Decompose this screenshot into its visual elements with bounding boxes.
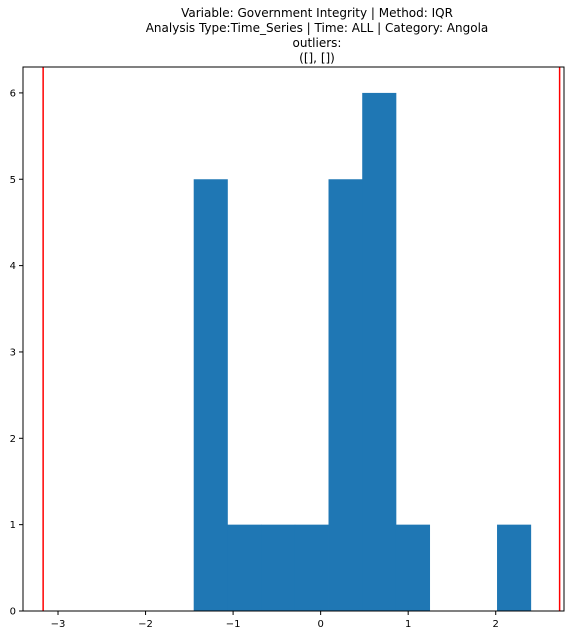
x-tick-label-1: −2 (138, 619, 153, 630)
y-tick-label-3: 3 (10, 347, 16, 358)
y-tick-label-1: 1 (10, 520, 16, 531)
y-tick-label-4: 4 (10, 261, 16, 272)
y-tick-label-5: 5 (10, 175, 16, 186)
histogram-bar-1 (227, 524, 262, 611)
histogram-bar-3 (294, 524, 329, 611)
x-tick-label-4: 1 (405, 619, 411, 630)
histogram-bar-6 (395, 524, 431, 611)
x-tick-label-5: 2 (493, 619, 499, 630)
histogram-bar-4 (328, 179, 363, 611)
outlier-threshold-lines (42, 67, 561, 611)
y-tick-label-6: 6 (10, 88, 16, 99)
y-axis-ticks: 0 1 2 3 4 5 6 (10, 88, 23, 618)
histogram-bars (193, 92, 532, 611)
histogram-bar-5 (362, 92, 397, 611)
y-tick-label-2: 2 (10, 434, 16, 445)
chart-title: Variable: Government Integrity | Method:… (146, 6, 489, 65)
x-tick-label-3: 0 (317, 619, 323, 630)
title-line-2: Analysis Type:Time_Series | Time: ALL | … (146, 21, 489, 35)
x-tick-label-0: −3 (51, 619, 66, 630)
histogram-bar-2 (261, 524, 296, 611)
x-tick-label-2: −1 (226, 619, 241, 630)
title-line-3: outliers: (293, 36, 342, 50)
x-axis-ticks: −3 −2 −1 0 1 2 (51, 611, 499, 630)
histogram-bar-0 (193, 179, 228, 611)
y-tick-label-0: 0 (10, 607, 16, 618)
title-line-1: Variable: Government Integrity | Method:… (181, 6, 453, 20)
plot-frame (22, 66, 565, 612)
histogram-bar-9 (497, 524, 532, 611)
title-line-4: ([], []) (299, 51, 335, 65)
